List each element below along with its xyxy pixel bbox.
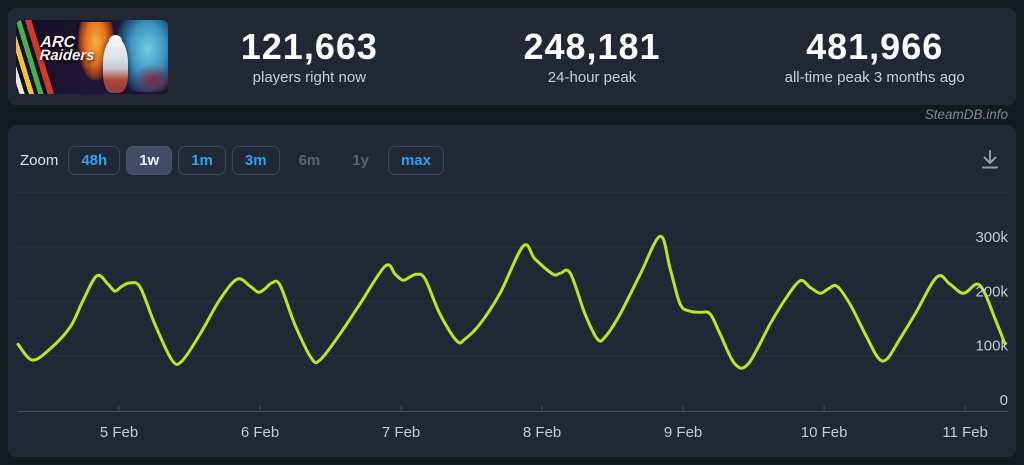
banner-astronaut-helmet: [109, 34, 122, 47]
zoom-3m-button[interactable]: 3m: [231, 146, 280, 175]
game-logo-line2: Raiders: [38, 46, 96, 64]
svg-text:10 Feb: 10 Feb: [801, 424, 848, 441]
zoom-6m-button: 6m: [286, 146, 334, 175]
alltime-peak-label: all-time peak 3 months ago: [784, 68, 965, 86]
24h-peak-label: 24-hour peak: [547, 68, 637, 86]
svg-text:8 Feb: 8 Feb: [523, 424, 561, 441]
zoom-1m-button[interactable]: 1m: [178, 146, 226, 175]
svg-text:200k: 200k: [975, 283, 1008, 300]
player-chart[interactable]: 5 Feb 6 Feb 7 Feb 8 Feb 9 Feb 10 Feb 11 Feb 0 10…: [8, 125, 1016, 457]
stat-alltime-peak: 481,966 all-time peak 3 months ago: [733, 25, 1016, 86]
zoom-1w-button[interactable]: 1w: [126, 146, 173, 175]
banner-red-glow: [132, 63, 168, 94]
chart-panel: 5 Feb 6 Feb 7 Feb 8 Feb 9 Feb 10 Feb 11 Feb 0 10…: [8, 125, 1016, 457]
current-players-label: players right now: [252, 68, 367, 86]
banner-astronaut: [103, 37, 128, 93]
game-banner: ARC Raiders: [16, 19, 168, 94]
24h-peak-value: 248,181: [523, 25, 661, 67]
zoom-max-button[interactable]: max: [387, 146, 444, 175]
download-button[interactable]: [977, 147, 1003, 173]
svg-text:7 Feb: 7 Feb: [382, 424, 420, 441]
stats-panel: ARC Raiders 121,663 players right now 24…: [8, 8, 1016, 105]
steamdb-watermark: SteamDB.info: [924, 107, 1008, 122]
stats-row: 121,663 players right now 248,181 24-hou…: [168, 25, 1016, 86]
stat-24h-peak: 248,181 24-hour peak: [451, 25, 734, 86]
svg-text:9 Feb: 9 Feb: [664, 424, 702, 441]
chart-zoom-toolbar: Zoom 48h 1w 1m 3m 6m 1y max: [17, 146, 450, 175]
zoom-1y-button: 1y: [339, 146, 382, 175]
svg-text:11 Feb: 11 Feb: [942, 424, 988, 441]
download-icon: [982, 150, 998, 169]
stat-current-players: 121,663 players right now: [168, 25, 451, 86]
svg-text:300k: 300k: [975, 229, 1008, 246]
svg-text:0: 0: [1000, 392, 1008, 409]
svg-text:100k: 100k: [975, 338, 1008, 355]
zoom-48h-button[interactable]: 48h: [68, 146, 121, 175]
current-players-value: 121,663: [240, 25, 378, 67]
svg-text:5 Feb: 5 Feb: [100, 424, 138, 441]
svg-text:6 Feb: 6 Feb: [241, 424, 279, 441]
game-logo: ARC Raiders: [38, 34, 96, 64]
alltime-peak-value: 481,966: [806, 25, 944, 67]
zoom-label: Zoom: [20, 152, 59, 169]
